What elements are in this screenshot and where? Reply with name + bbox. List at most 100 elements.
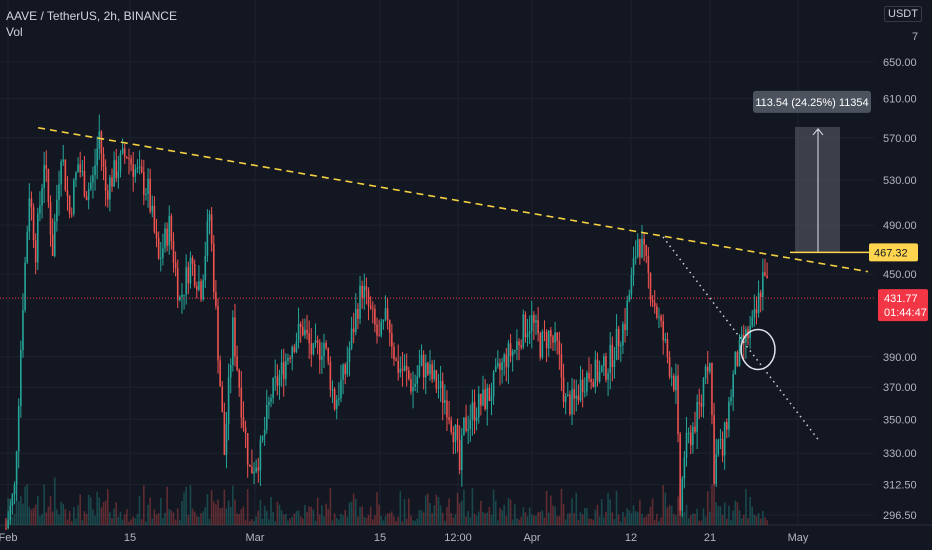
price-axis[interactable]: 296.50 312.50 330.00 350.00 370.00 390.00 450.… <box>869 31 928 522</box>
volume-bar <box>66 519 69 525</box>
candle-body <box>624 323 626 331</box>
volume-bar <box>581 514 584 525</box>
candle-body <box>77 164 79 173</box>
volume-bar <box>564 519 567 525</box>
candle-body <box>647 255 650 274</box>
volume-bar <box>58 514 60 525</box>
volume-bar <box>501 509 503 525</box>
candle-body <box>255 467 257 472</box>
candle-body <box>588 372 590 379</box>
candle-body <box>363 286 366 298</box>
candle-body <box>151 205 154 212</box>
volume-bar <box>355 498 357 525</box>
candle-body <box>649 273 652 300</box>
candle-body <box>263 429 266 436</box>
candle-body <box>738 339 741 366</box>
volume-bar <box>598 516 601 525</box>
last-price-tag <box>878 289 928 322</box>
candle-body <box>501 362 503 370</box>
candle-body <box>242 417 245 428</box>
volume-bar <box>234 499 236 525</box>
candle-body <box>11 494 14 506</box>
candle-body <box>193 263 196 287</box>
candle-body <box>465 417 467 431</box>
candle-body <box>73 180 75 214</box>
volume-bar <box>452 517 455 525</box>
candle-body <box>123 148 126 157</box>
candle-body <box>94 165 96 176</box>
candle-body <box>138 166 141 168</box>
candle-body <box>113 160 115 187</box>
volume-bar <box>484 513 486 525</box>
candle-body <box>134 169 137 177</box>
volume-bar <box>297 510 300 525</box>
candle-body <box>365 286 368 291</box>
volume-bar <box>212 501 215 525</box>
volume-indicator-label[interactable]: Vol <box>6 25 23 39</box>
time-axis[interactable]: Feb 15 Mar 15 12:00 Apr 12 21 May <box>0 532 809 544</box>
volume-bar <box>41 514 43 525</box>
candle-body <box>98 131 101 149</box>
price-tick-label: 296.50 <box>883 510 917 522</box>
volume-bar <box>134 518 137 525</box>
candle-body <box>408 370 410 379</box>
volume-bar <box>590 518 592 525</box>
candle-body <box>711 363 713 416</box>
candle-body <box>274 376 277 378</box>
candle-body <box>567 394 569 396</box>
candle-body <box>212 243 215 292</box>
candle-body <box>49 202 52 235</box>
symbol-title[interactable]: AAVE / TetherUS, 2h, BINANCE <box>6 9 177 23</box>
candle-body <box>276 376 279 386</box>
price-tick-label: 312.50 <box>883 480 917 492</box>
candle-body <box>535 320 537 323</box>
volume-bar <box>170 510 173 525</box>
candle-body <box>344 364 346 375</box>
candle-body <box>104 167 107 191</box>
volume-bar <box>53 477 56 525</box>
volume-bar <box>140 519 143 525</box>
volume-bar <box>13 514 16 525</box>
candle-body <box>369 305 372 309</box>
measure-arrowhead <box>812 128 824 136</box>
time-tick-label: 12 <box>625 532 637 544</box>
candle-body <box>590 378 592 382</box>
volume-bar <box>45 512 48 525</box>
volume-bar <box>586 508 588 525</box>
candle-body <box>285 360 287 380</box>
candle-body <box>573 389 575 399</box>
drawings[interactable]: 113.54 (24.25%) 11354 <box>0 90 874 440</box>
candle-body <box>685 432 688 458</box>
volume-bar <box>240 508 243 525</box>
volume-bar <box>17 501 20 525</box>
volume-bar <box>374 515 376 525</box>
candle-body <box>306 329 308 334</box>
candle-body <box>117 171 120 179</box>
volume-bar <box>371 519 374 525</box>
volume-bar <box>11 516 14 525</box>
volume-bar <box>22 503 24 525</box>
candle-body <box>121 148 124 154</box>
candle-body <box>297 323 300 342</box>
candle-body <box>471 402 474 420</box>
volume-bar <box>429 503 431 525</box>
candle-body <box>719 439 722 441</box>
candle-body <box>734 352 737 375</box>
volume-bar <box>117 517 120 525</box>
currency-button[interactable]: USDT <box>884 6 922 22</box>
candle-body <box>480 393 482 406</box>
candle-body <box>34 240 37 263</box>
candle-body <box>520 345 522 348</box>
volume-bar <box>255 516 257 525</box>
volume-bar <box>505 515 508 525</box>
volume-bar <box>119 511 122 525</box>
volume-bar <box>408 498 410 525</box>
volume-bar <box>605 511 607 525</box>
candle-body <box>371 308 374 310</box>
candle-body <box>316 340 319 343</box>
volume-bar <box>85 513 88 525</box>
volume-bar <box>321 504 323 525</box>
volume-bar <box>503 504 505 525</box>
volume-bar <box>537 512 539 525</box>
